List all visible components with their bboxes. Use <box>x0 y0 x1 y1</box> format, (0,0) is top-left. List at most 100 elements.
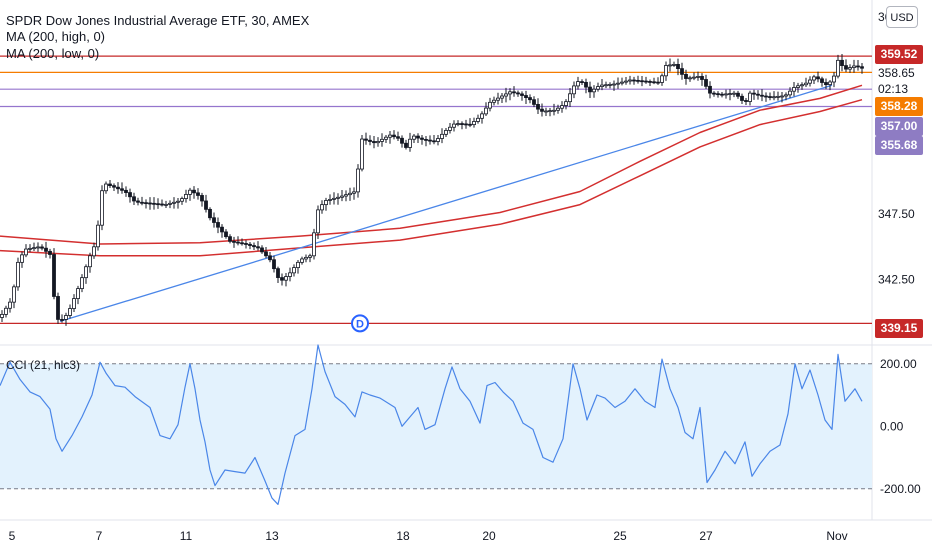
time-tick-label: 13 <box>265 529 279 543</box>
candle-body <box>228 236 232 242</box>
candle-body <box>80 277 84 289</box>
price-tick-label: 342.50 <box>878 272 915 286</box>
candle-body <box>820 78 824 83</box>
candle-body <box>756 93 760 96</box>
candle-body <box>664 65 668 77</box>
candle-body <box>336 196 340 199</box>
candle-body <box>248 243 252 246</box>
candle-body <box>108 183 112 187</box>
purple-level-price-label-1: 357.00 <box>875 117 923 136</box>
candle-body <box>668 64 672 67</box>
candle-body <box>856 65 860 68</box>
candle-body <box>352 191 356 194</box>
candle-body <box>136 200 140 203</box>
candle-body <box>516 92 520 95</box>
candle-body <box>140 201 144 204</box>
trendline <box>59 84 833 323</box>
candle-body <box>384 136 388 140</box>
candle-body <box>400 137 404 144</box>
candle-body <box>708 85 712 94</box>
candle-body <box>292 267 296 274</box>
candle-body <box>420 137 424 140</box>
candle-body <box>720 93 724 96</box>
candle-body <box>812 76 816 81</box>
candle-body <box>28 247 32 250</box>
candle-body <box>160 203 164 206</box>
ma-low-legend[interactable]: MA (200, low, 0) <box>6 46 100 61</box>
candle-body <box>792 87 796 92</box>
candle-body <box>192 189 196 194</box>
candle-body <box>444 129 448 135</box>
candle-body <box>556 107 560 111</box>
currency-button[interactable]: USD <box>886 6 918 28</box>
candle-body <box>824 82 828 86</box>
candle-body <box>572 85 576 95</box>
cci-tick-label: 200.00 <box>880 357 917 371</box>
candle-body <box>768 96 772 98</box>
time-tick-label: 18 <box>396 529 410 543</box>
candle-body <box>808 79 812 84</box>
candle-body <box>552 109 556 112</box>
candle-body <box>536 104 540 110</box>
candle-body <box>232 240 236 243</box>
candle-body <box>432 140 436 143</box>
candle-body <box>372 141 376 144</box>
candle-body <box>340 195 344 198</box>
purple-level-price-label-2: 355.68 <box>875 136 923 155</box>
candle-body <box>256 246 260 249</box>
candle-body <box>264 251 268 257</box>
candle-body <box>580 81 584 83</box>
candle-body <box>500 95 504 99</box>
candle-body <box>560 105 564 109</box>
candle-body <box>236 241 240 244</box>
candle-body <box>660 75 664 83</box>
candle-body <box>244 243 248 245</box>
candle-body <box>684 73 688 79</box>
candle-body <box>612 83 616 86</box>
candle-body <box>376 141 380 144</box>
candle-body <box>532 99 536 105</box>
candle-body <box>592 88 596 93</box>
candle-body <box>468 123 472 126</box>
candle-body <box>196 192 200 196</box>
candle-body <box>744 100 748 102</box>
candle-body <box>96 224 100 248</box>
candle-body <box>736 92 740 97</box>
candle-body <box>596 86 600 90</box>
current-price-label: 358.65 <box>878 66 915 80</box>
candle-body <box>344 194 348 197</box>
candle-body <box>220 226 224 233</box>
candle-body <box>436 138 440 142</box>
candle-body <box>44 247 48 252</box>
candle-body <box>624 80 628 83</box>
orange-level-price-label: 358.28 <box>875 97 923 116</box>
cci-legend[interactable]: CCI (21, hlc3) <box>6 358 81 372</box>
candle-body <box>132 196 136 202</box>
candle-body <box>844 65 848 70</box>
candle-body <box>16 261 20 288</box>
candle-body <box>484 107 488 115</box>
candle-body <box>740 95 744 101</box>
candle-body <box>404 142 408 148</box>
candle-body <box>632 79 636 82</box>
candle-body <box>716 93 720 96</box>
high-level-price-label: 359.52 <box>875 45 923 64</box>
candle-body <box>672 64 676 66</box>
candle-body <box>640 80 644 83</box>
candle-body <box>100 190 104 226</box>
candle-body <box>84 266 88 279</box>
candle-body <box>332 197 336 200</box>
candle-body <box>428 139 432 142</box>
candle-body <box>408 138 412 148</box>
candle-body <box>636 79 640 82</box>
candle-body <box>388 134 392 138</box>
candle-body <box>72 298 76 309</box>
candle-body <box>268 255 272 261</box>
candle-body <box>464 123 468 126</box>
candle-body <box>796 85 800 88</box>
candle-body <box>800 84 804 87</box>
ma-high-legend[interactable]: MA (200, high, 0) <box>6 29 105 44</box>
candle-body <box>416 135 420 139</box>
candle-body <box>12 286 16 303</box>
